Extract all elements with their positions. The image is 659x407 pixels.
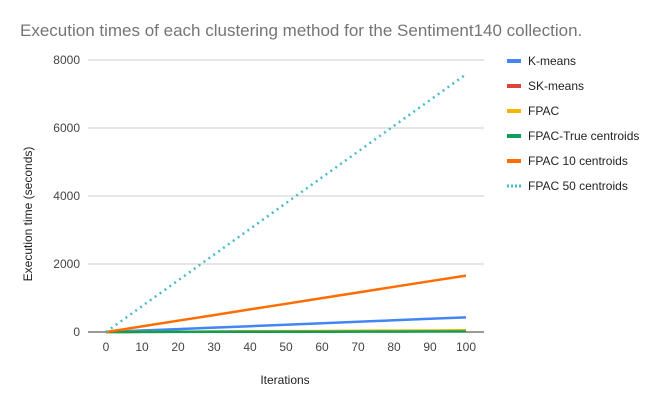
legend: K-means SK-means FPAC FPAC-True centroids FP…	[507, 54, 639, 193]
series-line-3	[105, 330, 466, 334]
legend-label: FPAC-True centroids	[528, 129, 639, 143]
x-tick-label: 100	[456, 340, 476, 354]
x-tick-label: 80	[387, 340, 401, 354]
y-tick-label: 2000	[53, 257, 80, 271]
legend-label: FPAC 10 centroids	[528, 154, 628, 168]
series-line-4	[105, 274, 467, 334]
legend-label: SK-means	[528, 79, 584, 93]
y-tick-label: 0	[73, 325, 80, 339]
y-tick-label: 4000	[53, 189, 80, 203]
x-tick-label: 20	[171, 340, 185, 354]
series-lines	[105, 73, 467, 334]
x-tick-label: 40	[243, 340, 257, 354]
x-tick-label: 0	[103, 340, 110, 354]
legend-label: K-means	[528, 54, 576, 68]
x-axis-ticks: 0 10 20 30 40 50 60 70 80 90 100	[103, 340, 477, 354]
y-tick-label: 8000	[53, 53, 80, 67]
legend-label: FPAC	[528, 104, 559, 118]
y-axis-label: Execution time (seconds)	[21, 147, 35, 282]
y-axis-ticks: 0 2000 4000 6000 8000	[53, 53, 80, 339]
gridlines	[88, 59, 484, 333]
series-line-0	[105, 316, 467, 334]
x-tick-label: 10	[135, 340, 149, 354]
x-axis-label: Iterations	[260, 373, 309, 387]
x-tick-label: 60	[315, 340, 329, 354]
x-tick-label: 50	[279, 340, 293, 354]
series-line-5	[105, 73, 467, 334]
y-tick-label: 6000	[53, 121, 80, 135]
legend-label: FPAC 50 centroids	[528, 179, 628, 193]
x-tick-label: 70	[351, 340, 365, 354]
chart-title: Execution times of each clustering metho…	[20, 21, 582, 40]
x-tick-label: 30	[207, 340, 221, 354]
x-tick-label: 90	[423, 340, 437, 354]
